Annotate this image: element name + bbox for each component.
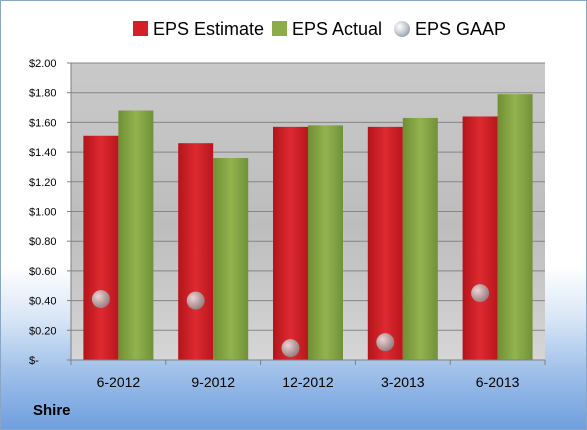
legend-label-eps-gaap: EPS GAAP: [415, 19, 506, 39]
x-tick-label: 9-2012: [191, 374, 235, 390]
eps-actual-bar: [213, 158, 249, 360]
legend: EPS Estimate EPS Actual EPS GAAP: [133, 19, 506, 39]
y-tick-label: $0.80: [29, 236, 57, 248]
eps-gaap-marker: [376, 333, 395, 352]
y-tick-label: $-: [29, 355, 39, 367]
y-tick-label: $1.00: [29, 207, 57, 219]
legend-label-eps-estimate: EPS Estimate: [153, 19, 264, 39]
x-axis-ticks: 6-2012 9-2012 12-2012 3-2013 6-2013: [70, 360, 546, 390]
legend-swatch-eps-estimate: [133, 21, 148, 36]
x-tick-label: 12-2012: [282, 374, 334, 390]
y-tick-label: $1.20: [29, 177, 57, 189]
eps-gaap-marker: [186, 291, 205, 310]
eps-gaap-marker: [91, 290, 110, 309]
eps-estimate-bar: [367, 126, 403, 360]
eps-estimate-bar: [462, 116, 498, 361]
y-tick-label: $1.40: [29, 147, 57, 159]
x-tick-label: 6-2013: [476, 374, 520, 390]
eps-gaap-marker: [471, 284, 490, 303]
eps-gaap-marker: [281, 339, 300, 358]
eps-estimate-bar: [273, 126, 308, 360]
y-tick-label: $1.60: [29, 117, 57, 129]
y-tick-label: $0.40: [29, 296, 57, 308]
legend-swatch-eps-gaap: [394, 21, 410, 37]
eps-actual-bar: [497, 94, 533, 360]
y-tick-label: $1.80: [29, 88, 57, 100]
y-tick-label: $0.20: [29, 325, 57, 337]
legend-swatch-eps-actual: [272, 21, 287, 36]
y-tick-label: $2.00: [29, 58, 57, 70]
legend-label-eps-actual: EPS Actual: [292, 19, 382, 39]
eps-actual-bar: [118, 110, 154, 361]
eps-actual-bar: [402, 117, 438, 360]
x-tick-label: 3-2013: [381, 374, 425, 390]
bars: [83, 94, 533, 361]
company-label: Shire: [33, 402, 71, 419]
eps-estimate-bar: [178, 143, 214, 360]
gaap-markers: [91, 284, 490, 358]
eps-actual-bar: [308, 125, 343, 361]
x-tick-label: 6-2012: [97, 374, 141, 390]
y-tick-label: $0.60: [29, 266, 57, 278]
eps-estimate-bar: [83, 135, 119, 360]
y-axis-ticks: $- $0.20 $0.40 $0.60 $0.80 $1.00 $1.20 $1.40 $1.…: [29, 58, 71, 367]
